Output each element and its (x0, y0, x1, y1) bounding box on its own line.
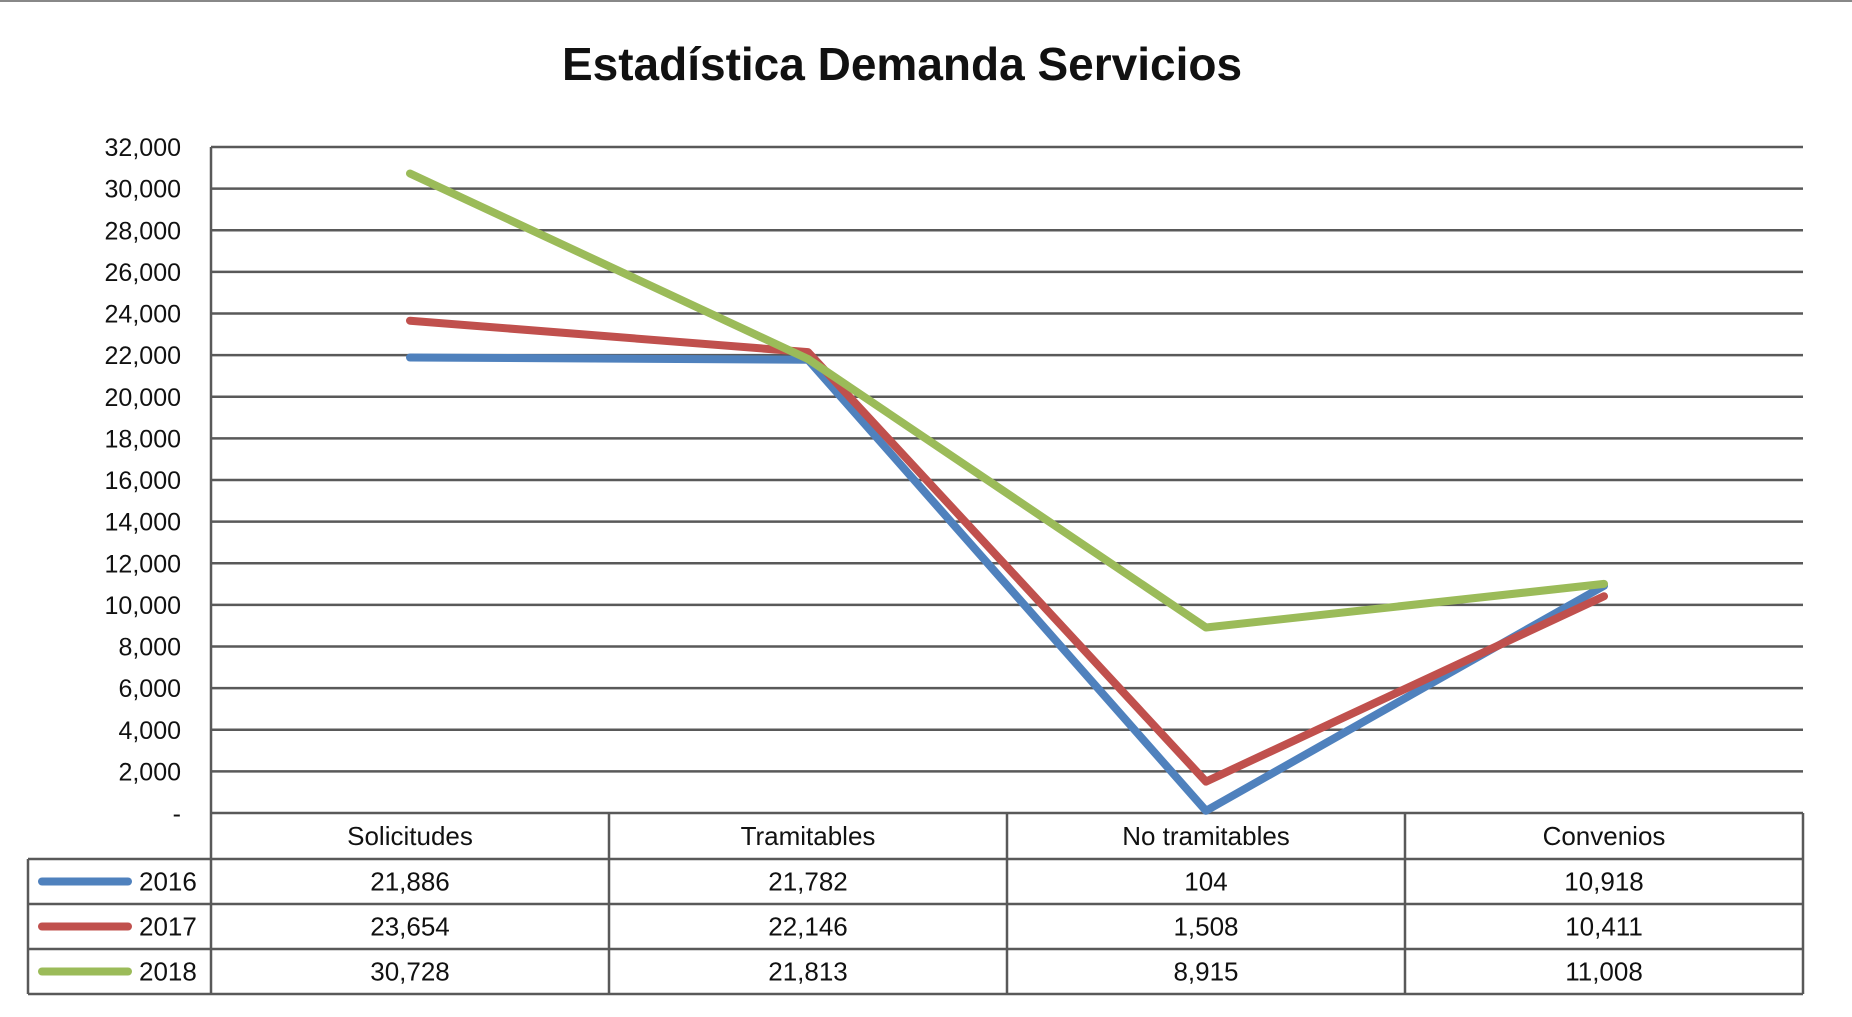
data-label: 22,146 (768, 912, 848, 942)
y-tick-label: 18,000 (105, 425, 181, 453)
legend-label-2017: 2017 (139, 912, 197, 942)
y-tick-label: - (173, 800, 181, 828)
x-tick-label: Convenios (1543, 821, 1666, 851)
data-label: 10,411 (1565, 912, 1643, 942)
data-label: 21,782 (768, 867, 848, 897)
data-label: 30,728 (370, 957, 450, 987)
y-tick-label: 16,000 (105, 467, 181, 495)
y-tick-label: 4,000 (118, 717, 181, 745)
series-line-2017 (406, 316, 1608, 786)
data-label: 23,654 (370, 912, 450, 942)
series-lines (406, 169, 1608, 815)
y-tick-label: 2,000 (118, 758, 181, 786)
y-axis-ticks: - 2,000 4,000 6,000 8,000 10,000 12,000 14,000 1… (105, 134, 181, 828)
data-label: 104 (1184, 867, 1227, 897)
y-tick-label: 30,000 (105, 176, 181, 204)
data-table: Solicitudes Tramitables No tramitables Conv… (26, 813, 1805, 996)
data-label: 21,813 (768, 957, 848, 987)
y-tick-label: 20,000 (105, 384, 181, 412)
x-tick-label: No tramitables (1122, 821, 1290, 851)
chart-title: Estadística Demanda Servicios (562, 38, 1242, 90)
y-tick-label: 26,000 (105, 259, 181, 287)
y-tick-label: 12,000 (105, 550, 181, 578)
data-label: 10,918 (1564, 867, 1644, 897)
y-tick-label: 22,000 (105, 342, 181, 370)
x-tick-label: Tramitables (741, 821, 876, 851)
series-line-2016 (406, 353, 1608, 815)
data-label: 8,915 (1173, 957, 1238, 987)
data-label: 1,508 (1173, 912, 1238, 942)
x-tick-label: Solicitudes (347, 821, 473, 851)
data-label: 21,886 (370, 867, 450, 897)
series-line-2018 (406, 169, 1608, 632)
y-tick-label: 28,000 (105, 217, 181, 245)
data-label: 11,008 (1565, 957, 1643, 987)
y-tick-label: 10,000 (105, 592, 181, 620)
y-tick-label: 24,000 (105, 301, 181, 329)
y-tick-label: 8,000 (118, 634, 181, 662)
legend-label-2016: 2016 (139, 867, 197, 897)
y-tick-label: 14,000 (105, 509, 181, 537)
y-tick-label: 32,000 (105, 134, 181, 162)
legend-label-2018: 2018 (139, 957, 197, 987)
y-tick-label: 6,000 (118, 675, 181, 703)
gridlines (209, 145, 1803, 815)
